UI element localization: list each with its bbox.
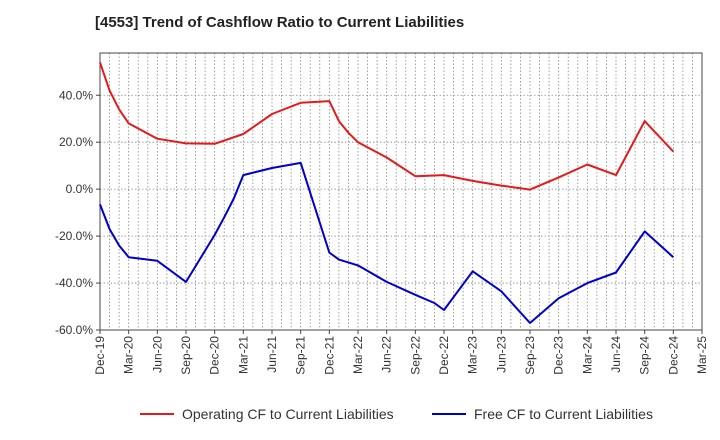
x-tick-label: Dec-19 [93, 336, 107, 375]
series-layer [99, 62, 675, 324]
x-tick-label: Sep-21 [294, 336, 308, 375]
y-tick-label: 20.0% [59, 135, 93, 149]
x-tick-label: Dec-21 [322, 336, 336, 375]
x-tick-label: Mar-21 [236, 336, 250, 374]
x-tick-label: Dec-23 [552, 336, 566, 375]
legend-label: Free CF to Current Liabilities [474, 406, 653, 422]
x-tick-label: Dec-20 [208, 336, 222, 375]
x-tick-label: Mar-25 [695, 336, 709, 374]
axis-layer: 40.0% 20.0% 0.0% -20.0% -40.0% -60.0%Dec-19 Ma… [55, 52, 709, 375]
x-tick-label: Jun-20 [150, 336, 164, 373]
y-tick-label: 40.0% [59, 88, 93, 102]
y-tick-label: -40.0% [55, 276, 93, 290]
chart-title: [4553] Trend of Cashflow Ratio to Curren… [95, 14, 465, 31]
x-tick-label: Dec-24 [666, 336, 680, 375]
y-tick-label: -60.0% [55, 323, 93, 337]
series-line-operating-cf [99, 62, 675, 191]
x-tick-label: Sep-23 [523, 336, 537, 375]
x-tick-label: Sep-20 [179, 336, 193, 375]
x-tick-label: Mar-22 [351, 336, 365, 374]
x-tick-label: Sep-24 [638, 336, 652, 375]
y-tick-label: -20.0% [55, 229, 93, 243]
x-tick-label: Mar-24 [580, 336, 594, 374]
x-tick-label: Jun-21 [265, 336, 279, 373]
plot-frame [99, 52, 703, 331]
x-tick-label: Mar-20 [122, 336, 136, 374]
legend-label: Operating CF to Current Liabilities [182, 406, 394, 422]
x-tick-label: Sep-22 [408, 336, 422, 375]
x-tick-label: Jun-23 [494, 336, 508, 373]
x-tick-label: Dec-22 [437, 336, 451, 375]
x-tick-label: Jun-24 [609, 336, 623, 373]
x-tick-label: Mar-23 [466, 336, 480, 374]
y-tick-label: 0.0% [66, 182, 94, 196]
x-tick-label: Jun-22 [380, 336, 394, 373]
series-line-free-cf [99, 161, 674, 324]
legend-layer: Operating CF to Current Liabilities Free … [140, 406, 653, 422]
